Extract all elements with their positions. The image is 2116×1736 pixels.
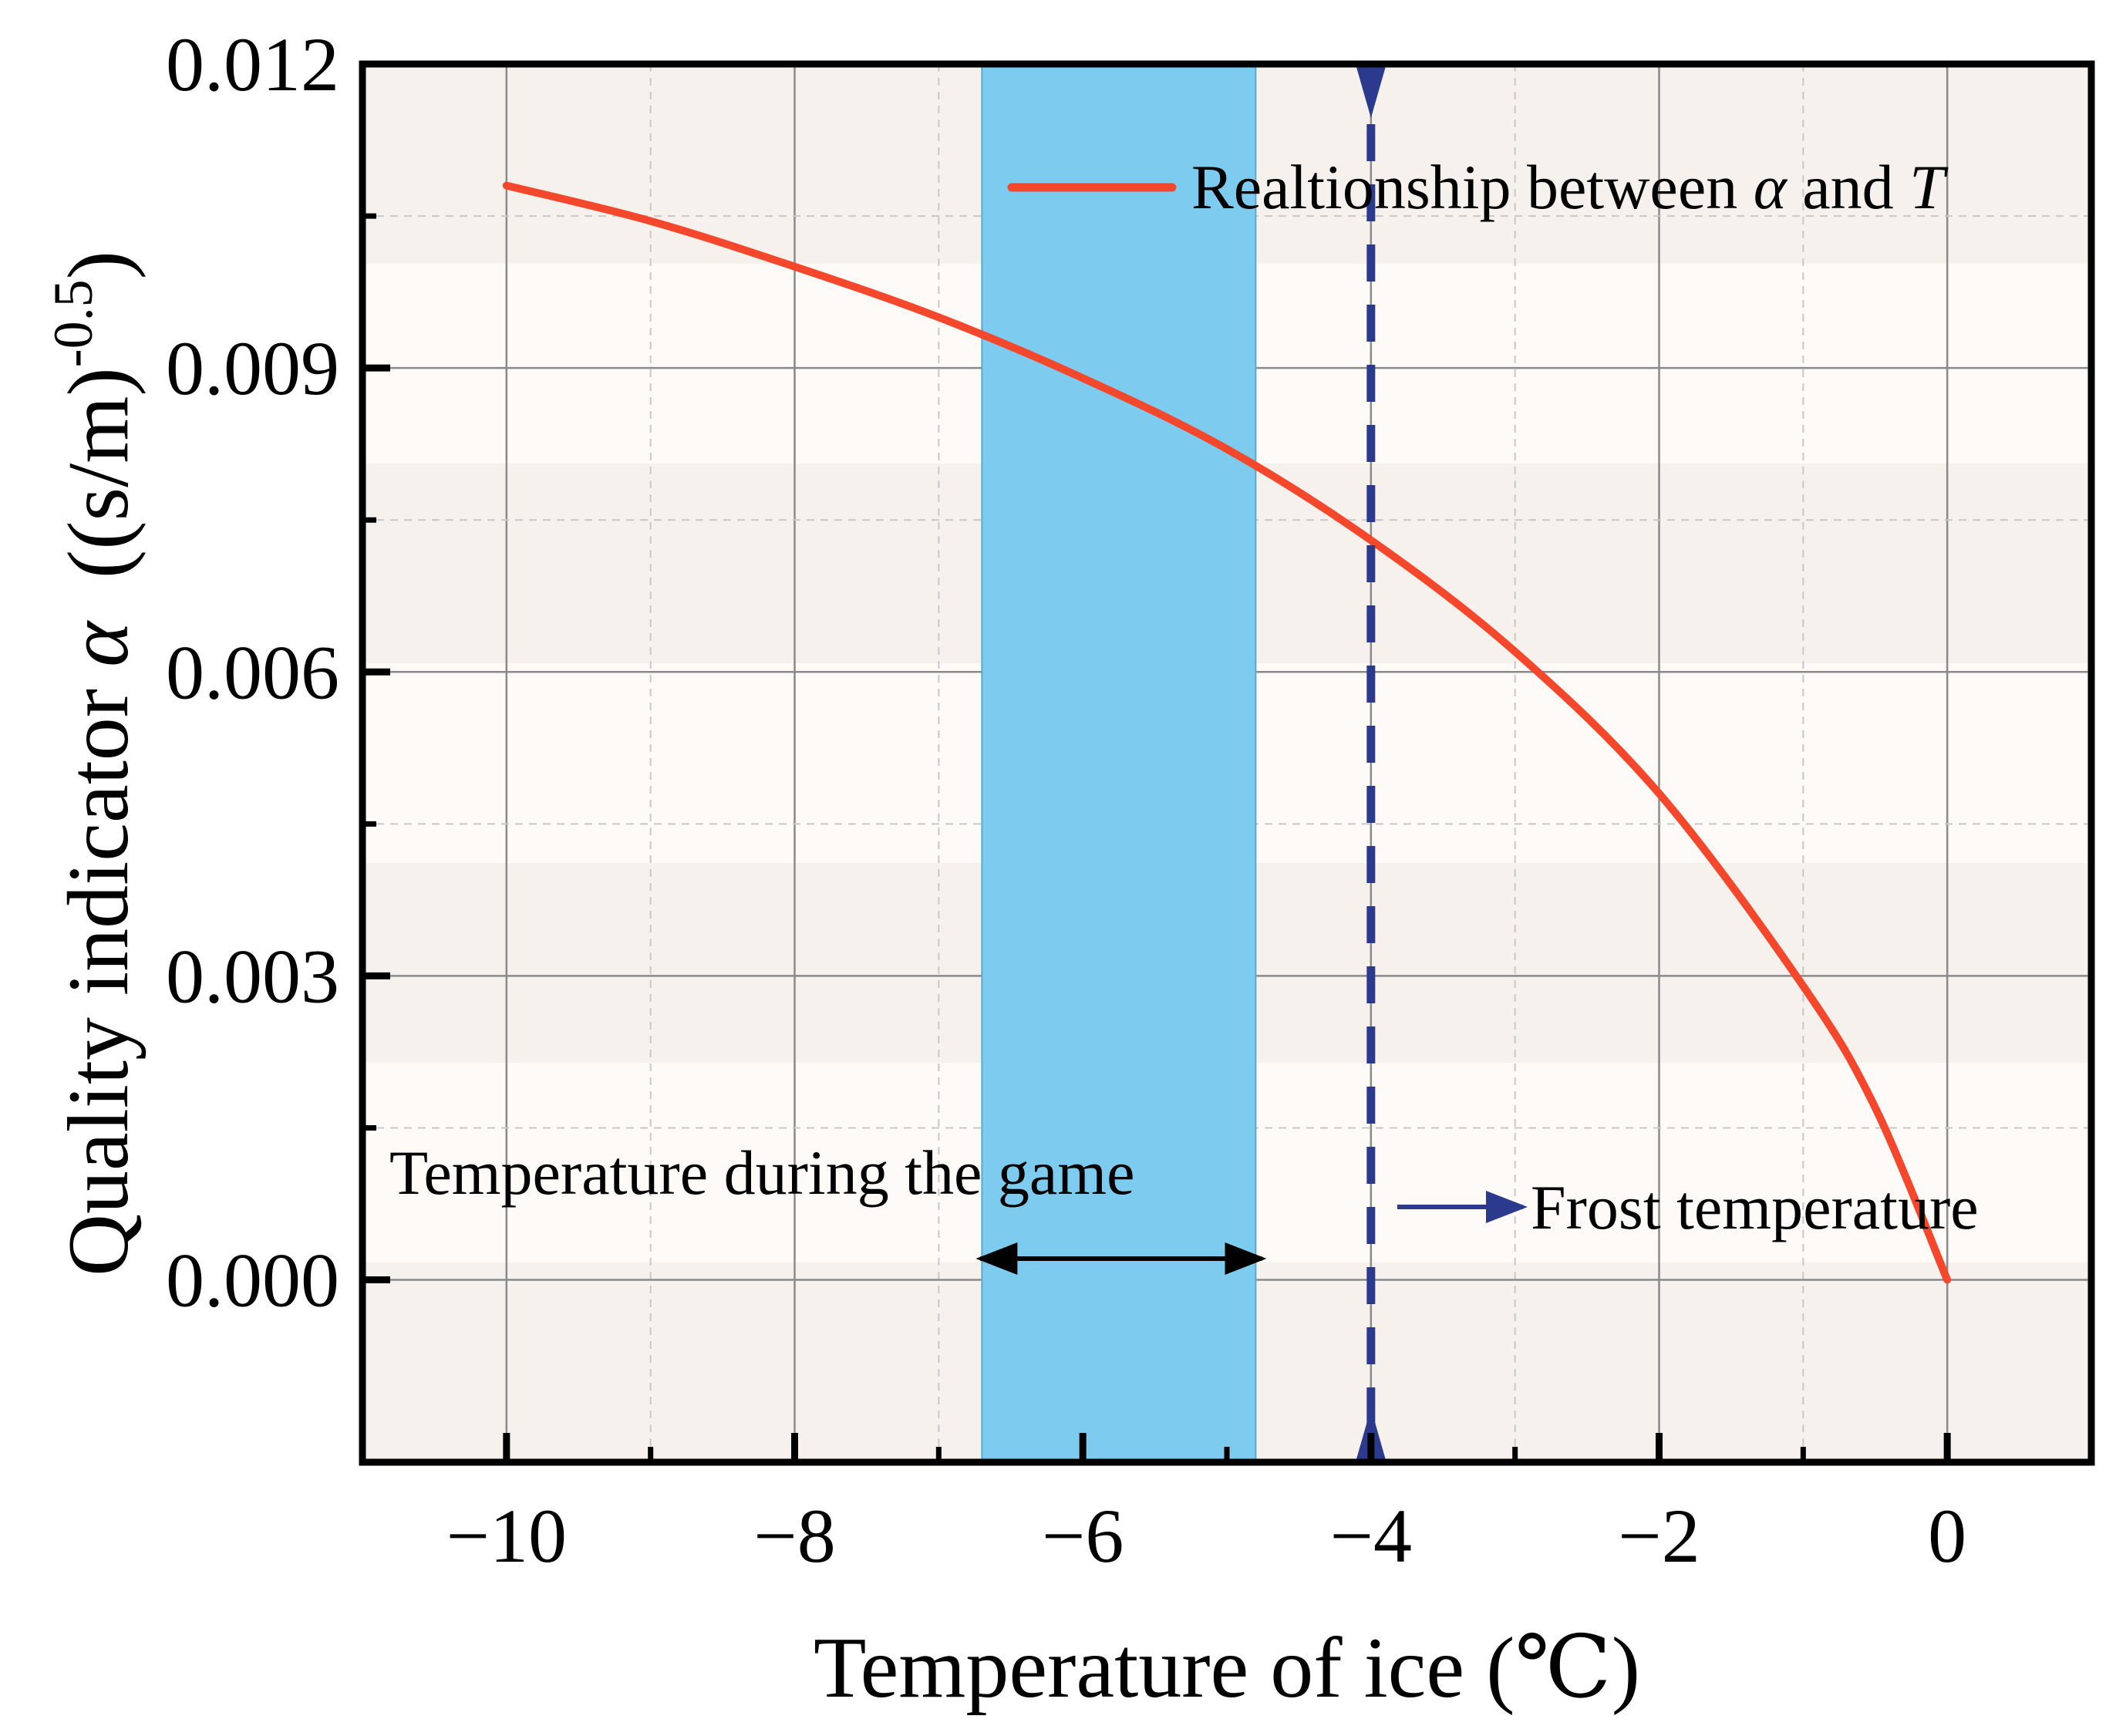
legend-label-alpha: α xyxy=(1754,152,1788,222)
y-axis-title-prefix: Quality indicator xyxy=(51,667,147,1276)
frost-annotation: Frost temperature xyxy=(1397,1172,1979,1242)
legend-label: Realtionship between α and T xyxy=(1191,152,1949,222)
legend-label-T: T xyxy=(1909,152,1949,222)
legend-label-prefix: Realtionship between xyxy=(1191,152,1754,222)
y-tick-labels: 0.000 0.003 0.006 0.009 0.012 xyxy=(166,22,339,1323)
y-axis-title-units: ((s/m) xyxy=(51,367,147,622)
legend-label-mid: and xyxy=(1787,152,1909,222)
y-axis-title: Quality indicator α ((s/m)-0.5) xyxy=(42,251,147,1276)
x-tick-labels: −10 −8 −6 −4 −2 0 xyxy=(446,1493,1967,1579)
axis-ticks xyxy=(362,60,1951,1462)
band-annotation: Temperature during the game xyxy=(389,1138,1267,1275)
frost-line-top-marker xyxy=(1355,64,1387,118)
y-tick-label: 0.006 xyxy=(166,629,339,715)
band-label: Temperature during the game xyxy=(389,1138,1134,1208)
x-axis-title: Temperature of ice (℃) xyxy=(814,1620,1640,1716)
game-temperature-band xyxy=(981,63,1257,1463)
x-tick-label: 0 xyxy=(1928,1493,1966,1579)
y-axis-title-suffix: ) xyxy=(51,251,147,279)
y-axis-title-exponent: -0.5 xyxy=(42,279,104,367)
legend: Realtionship between α and T xyxy=(1007,152,1949,222)
x-tick-label: −2 xyxy=(1618,1493,1700,1579)
series-line-alpha-vs-T xyxy=(502,181,1952,1284)
y-tick-label: 0.012 xyxy=(166,22,339,107)
x-tick-label: −6 xyxy=(1042,1493,1124,1579)
y-tick-label: 0.003 xyxy=(166,933,339,1019)
frost-label: Frost temperature xyxy=(1531,1172,1979,1242)
x-tick-label: −10 xyxy=(446,1493,567,1579)
y-tick-label: 0.009 xyxy=(166,325,339,411)
x-tick-label: −8 xyxy=(753,1493,835,1579)
x-tick-label: −4 xyxy=(1330,1493,1412,1579)
y-axis-title-alpha: α xyxy=(51,620,147,667)
y-tick-label: 0.000 xyxy=(166,1238,339,1323)
